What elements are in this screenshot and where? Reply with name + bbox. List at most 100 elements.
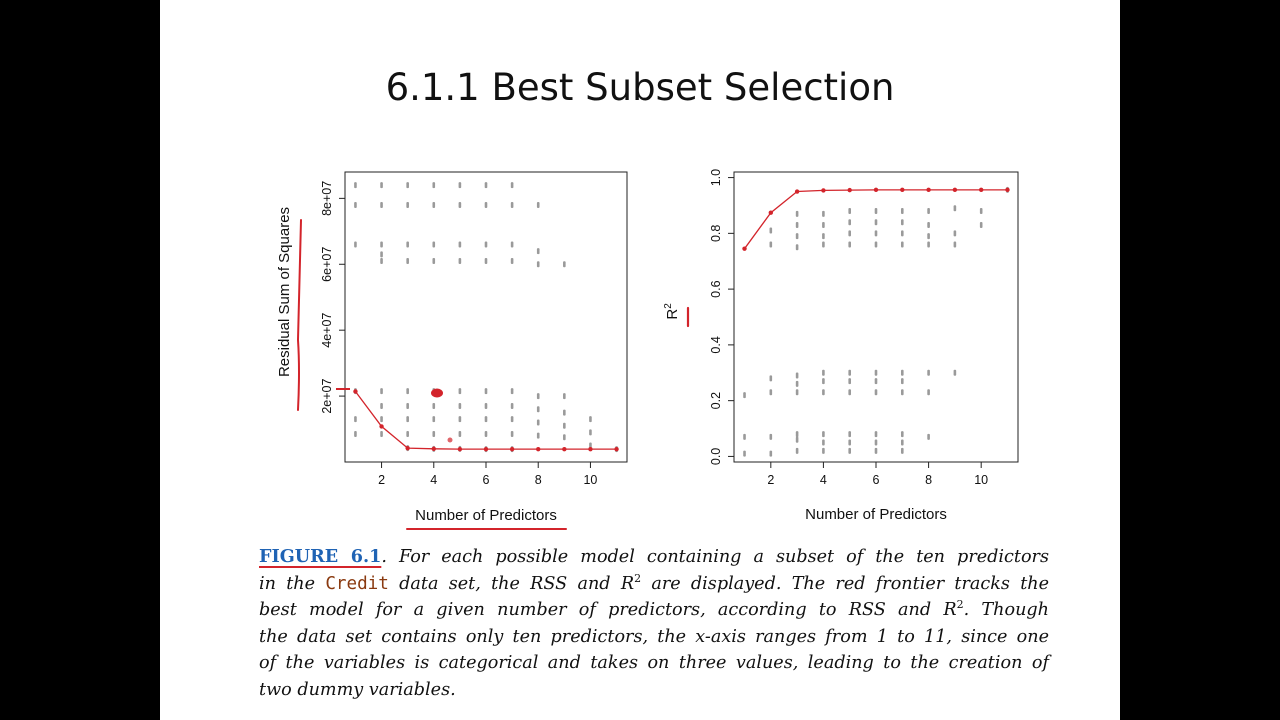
model-point [874, 369, 878, 376]
model-point [406, 388, 409, 395]
model-point [536, 248, 540, 255]
model-point [822, 431, 825, 438]
model-point [510, 416, 514, 423]
model-point [406, 257, 409, 264]
y-tick-label: 8e+07 [320, 181, 334, 216]
model-point [589, 442, 592, 449]
model-point [354, 182, 357, 189]
y-tick-label: 0.8 [709, 225, 723, 242]
model-point [380, 402, 383, 409]
plot-frame [733, 171, 1019, 463]
model-point [822, 241, 825, 248]
model-point [484, 402, 488, 409]
model-point [848, 378, 852, 385]
model-point [795, 233, 799, 240]
model-point [927, 208, 930, 215]
r2-chart: 2 4 6 8 10 0.0 0.2 0.4 0.6 0.8 1.0 Number of Predic… [663, 169, 1019, 523]
caption-text: . Though [963, 600, 1049, 620]
model-point [380, 201, 383, 208]
model-point [822, 210, 825, 217]
model-point [484, 257, 488, 264]
frontier-point [847, 187, 852, 193]
model-point [953, 230, 957, 237]
model-point [795, 210, 799, 217]
model-point [874, 439, 878, 446]
frontier-point [509, 446, 515, 452]
model-point [380, 241, 383, 248]
model-point [979, 208, 983, 215]
model-point [795, 431, 799, 438]
slide: 6.1.1 Best Subset Selection 2 4 6 8 10 2e+07 4… [160, 0, 1120, 720]
model-point [900, 389, 904, 396]
model-point [406, 416, 409, 423]
model-point [458, 241, 462, 248]
model-point [874, 431, 878, 438]
model-point [795, 380, 799, 387]
model-point [354, 430, 357, 437]
x-tick-label: 4 [820, 473, 827, 487]
model-point [743, 392, 746, 399]
model-point [927, 233, 930, 240]
model-point [536, 261, 540, 268]
model-point [927, 369, 930, 376]
caption-line-1: FIGURE 6.1. For each possible model cont… [259, 544, 1049, 571]
model-point [953, 205, 957, 212]
model-point [354, 201, 357, 208]
y-tick-label: 0.4 [709, 336, 723, 353]
frontier-point [457, 446, 463, 452]
model-point [589, 429, 592, 436]
caption-line-3: best model for a given number of predict… [259, 597, 1049, 624]
model-point [795, 244, 799, 251]
model-point [900, 219, 904, 226]
y-tick-label: 4e+07 [320, 313, 334, 348]
x-tick-label: 8 [535, 473, 542, 487]
model-point [563, 393, 566, 400]
frontier-point [978, 187, 984, 193]
caption-text: best model for a given number of predict… [259, 600, 957, 620]
model-point [743, 450, 746, 457]
model-point [458, 430, 462, 437]
model-point [536, 432, 540, 439]
y-tick-label: 1.0 [709, 169, 723, 186]
x-axis-label: Number of Predictors [415, 507, 557, 524]
frontier-point [926, 187, 931, 193]
model-point [822, 221, 825, 228]
superscript: 2 [956, 598, 964, 612]
annotation-blob [431, 388, 443, 398]
model-point [769, 389, 773, 396]
model-point [406, 430, 409, 437]
model-point [795, 447, 799, 454]
caption-text: are displayed. The red frontier tracks t… [641, 573, 1050, 594]
frontier-point [768, 210, 774, 215]
model-point [563, 261, 566, 268]
model-point [380, 430, 383, 437]
y-tick-label: 0.2 [709, 392, 723, 409]
y-axis-label: R2 [663, 303, 681, 320]
frontier-point [588, 446, 593, 452]
y-tick-label: 0.6 [709, 280, 723, 297]
model-point [510, 182, 514, 189]
model-point [874, 447, 878, 454]
caption-line-5: of the variables is categorical and take… [259, 653, 1049, 673]
model-point [874, 389, 878, 396]
y-tick-label: 0.0 [709, 448, 723, 465]
frontier-point [794, 189, 800, 194]
caption-text: in the [259, 573, 326, 594]
model-point [822, 389, 825, 396]
model-point [432, 257, 436, 264]
dataset-name: Credit [325, 573, 389, 594]
x-tick-label: 4 [430, 473, 437, 487]
frontier-point [536, 446, 541, 452]
model-point [510, 257, 514, 264]
frontier-point [873, 187, 879, 193]
model-point [900, 369, 904, 376]
model-point [510, 388, 514, 395]
model-point [406, 182, 409, 189]
model-point [536, 201, 540, 208]
model-point [380, 416, 383, 423]
model-point [795, 389, 799, 396]
frontier-point [562, 446, 567, 452]
model-point [822, 378, 825, 385]
model-point [458, 416, 462, 423]
model-point [406, 241, 409, 248]
